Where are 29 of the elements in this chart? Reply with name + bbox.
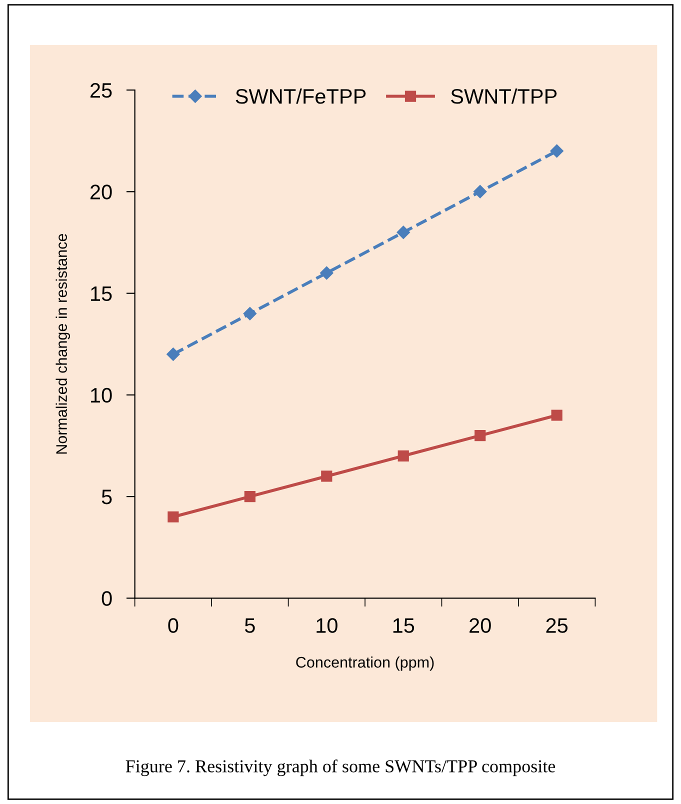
- y-tick-label: 10: [91, 388, 112, 403]
- y-tick-label: 5: [102, 490, 112, 504]
- point: [551, 410, 562, 421]
- x-tick-label: 10: [316, 618, 338, 633]
- point: [166, 348, 180, 361]
- point: [243, 307, 257, 320]
- point: [168, 511, 179, 522]
- point: [474, 185, 487, 198]
- y-tick-label: 0: [102, 591, 112, 606]
- x-tick-label: 0: [168, 618, 178, 633]
- point: [398, 450, 409, 462]
- point: [320, 266, 334, 280]
- x-axis-title: Concentration (ppm): [296, 656, 434, 671]
- legend-label: SWNT/FeTPP: [236, 88, 366, 104]
- x-tick-label: 25: [546, 618, 568, 633]
- point: [550, 144, 564, 158]
- point: [474, 430, 486, 442]
- x-tick-label: 15: [393, 618, 414, 633]
- caption: Figure 7. Resistivity graph of some SWNTs/TPP composite: [126, 760, 556, 776]
- x-tick-label: 20: [470, 618, 491, 633]
- legend-label: SWNT/TPP: [451, 88, 557, 104]
- point: [244, 490, 256, 502]
- y-tick-label: 20: [90, 184, 112, 200]
- y-tick-label: 15: [91, 286, 112, 302]
- x-tick-label: 5: [244, 618, 255, 633]
- point: [321, 470, 332, 482]
- y-tick-label: 25: [90, 83, 112, 98]
- y-axis-title: Normalized change in resistance: [56, 234, 70, 454]
- point: [396, 226, 410, 239]
